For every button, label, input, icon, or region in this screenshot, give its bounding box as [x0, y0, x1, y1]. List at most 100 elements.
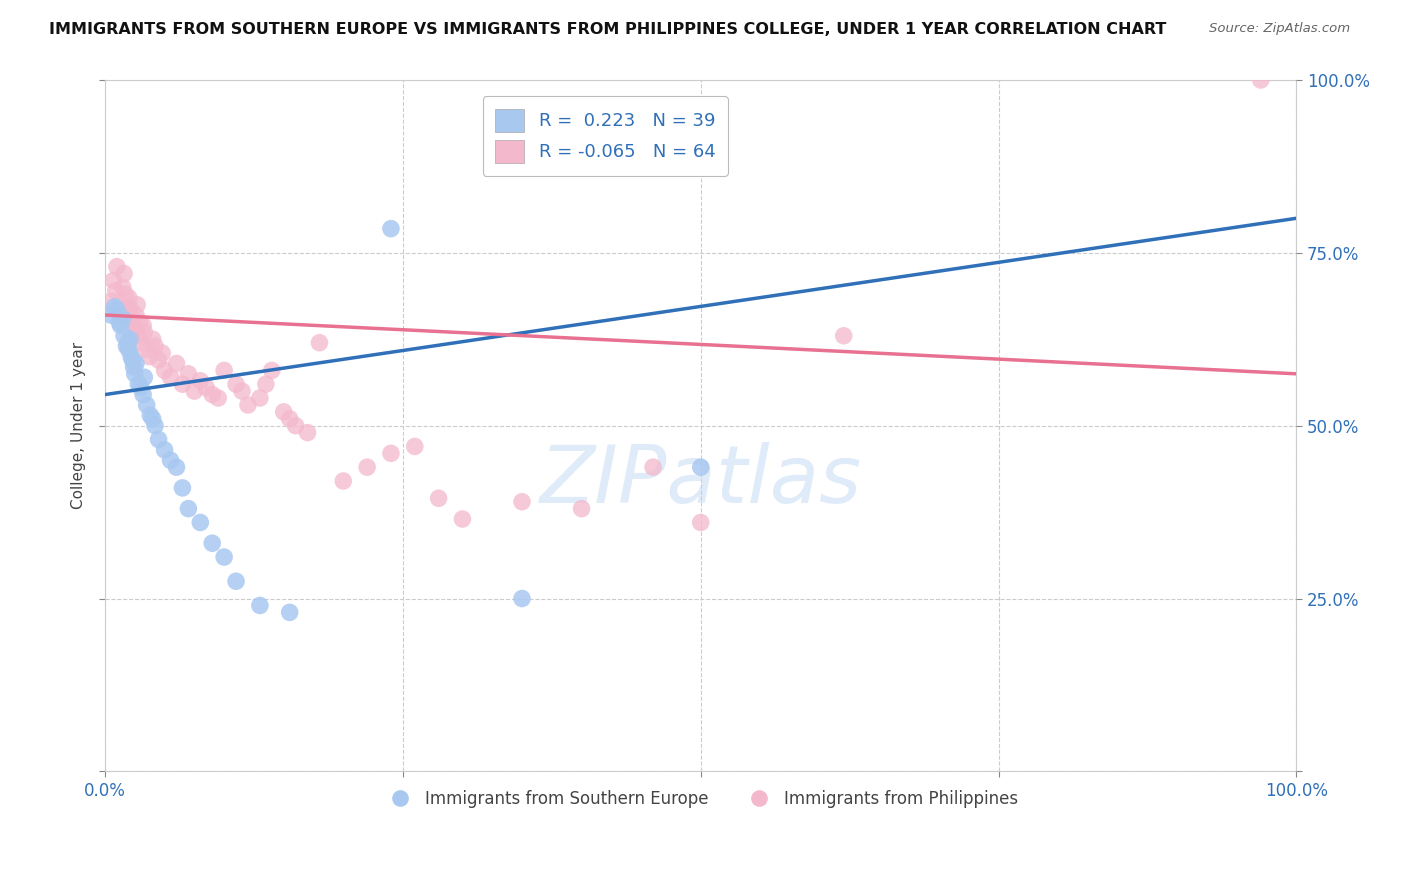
Point — [125, 308, 148, 322]
Point — [278, 606, 301, 620]
Point — [188, 516, 211, 530]
Point — [142, 332, 165, 346]
Point — [138, 350, 160, 364]
Point — [103, 300, 125, 314]
Point — [297, 425, 319, 440]
Point — [105, 302, 128, 317]
Point — [212, 549, 235, 564]
Point — [143, 339, 166, 353]
Point — [404, 439, 426, 453]
Point — [132, 318, 155, 333]
Point — [128, 315, 150, 329]
Point — [284, 418, 307, 433]
Point — [127, 298, 149, 312]
Point — [183, 384, 205, 398]
Point — [121, 315, 143, 329]
Text: IMMIGRANTS FROM SOUTHERN EUROPE VS IMMIGRANTS FROM PHILIPPINES COLLEGE, UNDER 1 : IMMIGRANTS FROM SOUTHERN EUROPE VS IMMIG… — [49, 22, 1167, 37]
Point — [166, 460, 188, 475]
Point — [172, 481, 194, 495]
Point — [641, 460, 664, 475]
Point — [135, 343, 157, 357]
Point — [114, 287, 136, 301]
Point — [212, 363, 235, 377]
Point — [100, 308, 122, 322]
Point — [120, 350, 142, 364]
Point — [103, 273, 125, 287]
Point — [278, 411, 301, 425]
Point — [132, 387, 155, 401]
Point — [249, 599, 271, 613]
Point — [148, 353, 170, 368]
Point — [159, 453, 181, 467]
Point — [117, 335, 139, 350]
Point — [118, 291, 141, 305]
Point — [118, 301, 141, 315]
Point — [110, 308, 132, 322]
Text: Source: ZipAtlas.com: Source: ZipAtlas.com — [1209, 22, 1350, 36]
Point — [225, 377, 247, 392]
Point — [308, 335, 330, 350]
Text: ZIPatlas: ZIPatlas — [540, 442, 862, 520]
Point — [188, 374, 211, 388]
Point — [135, 398, 157, 412]
Point — [148, 433, 170, 447]
Point — [143, 418, 166, 433]
Point — [201, 536, 224, 550]
Point — [139, 409, 162, 423]
Point — [1250, 73, 1272, 87]
Point — [129, 335, 152, 350]
Y-axis label: College, Under 1 year: College, Under 1 year — [72, 343, 86, 509]
Point — [177, 367, 200, 381]
Point — [134, 370, 156, 384]
Point — [159, 370, 181, 384]
Point — [249, 391, 271, 405]
Point — [451, 512, 474, 526]
Point — [129, 381, 152, 395]
Point — [689, 516, 711, 530]
Point — [127, 377, 149, 392]
Point — [153, 363, 176, 377]
Point — [166, 356, 188, 370]
Point — [118, 343, 141, 357]
Point — [207, 391, 229, 405]
Point — [125, 356, 148, 370]
Point — [427, 491, 450, 506]
Point — [118, 332, 141, 346]
Point — [254, 377, 277, 392]
Point — [273, 405, 295, 419]
Point — [142, 411, 165, 425]
Point — [510, 494, 533, 508]
Point — [110, 318, 132, 333]
Legend: Immigrants from Southern Europe, Immigrants from Philippines: Immigrants from Southern Europe, Immigra… — [377, 783, 1025, 815]
Point — [832, 328, 855, 343]
Point — [177, 501, 200, 516]
Point — [105, 260, 128, 274]
Point — [231, 384, 253, 398]
Point — [332, 474, 354, 488]
Point — [150, 346, 173, 360]
Point — [689, 460, 711, 475]
Point — [225, 574, 247, 589]
Point — [172, 377, 194, 392]
Point — [122, 359, 145, 374]
Point — [100, 294, 122, 309]
Point — [236, 398, 259, 412]
Point — [124, 367, 146, 381]
Point — [115, 300, 138, 314]
Point — [380, 221, 402, 235]
Point — [201, 387, 224, 401]
Point — [380, 446, 402, 460]
Point — [260, 363, 283, 377]
Point — [356, 460, 378, 475]
Point — [121, 353, 143, 368]
Point — [112, 267, 135, 281]
Point — [111, 311, 134, 326]
Point — [122, 318, 145, 333]
Point — [117, 308, 139, 322]
Point — [115, 339, 138, 353]
Point — [153, 442, 176, 457]
Point — [111, 280, 134, 294]
Point — [120, 311, 142, 326]
Point — [195, 381, 218, 395]
Point — [104, 284, 127, 298]
